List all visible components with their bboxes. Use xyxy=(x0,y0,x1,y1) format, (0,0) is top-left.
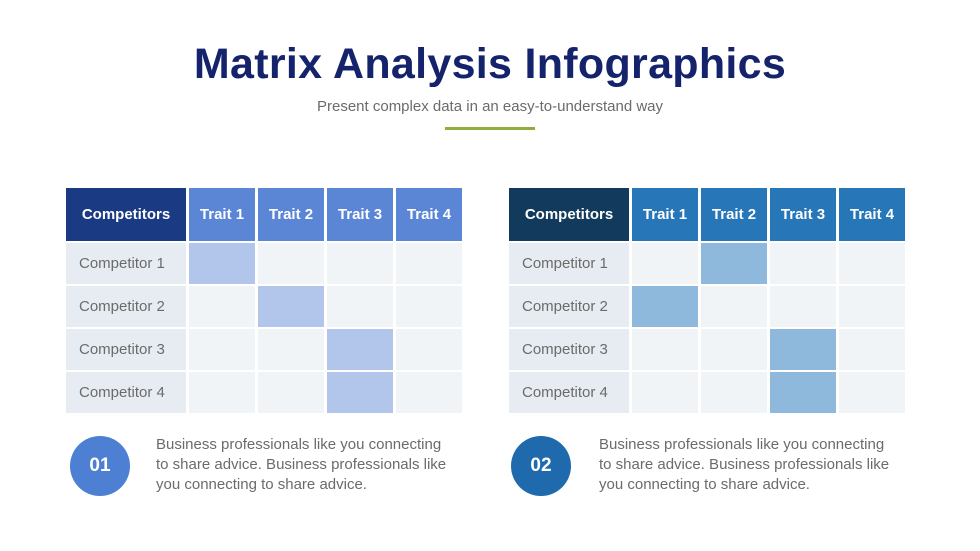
matrix-cell xyxy=(632,372,698,413)
matrix-cell xyxy=(189,286,255,327)
matrix-cell xyxy=(189,243,255,284)
matrix-cell xyxy=(258,372,324,413)
matrix-table-2: Competitors Trait 1 Trait 2 Trait 3 Trai… xyxy=(509,188,905,414)
matrix-header-trait: Trait 3 xyxy=(770,188,836,241)
matrix-cell xyxy=(258,243,324,284)
page-title: Matrix Analysis Infographics xyxy=(193,40,787,88)
matrix-cell xyxy=(770,243,836,284)
matrix-cell xyxy=(770,329,836,370)
matrix-header-trait: Trait 4 xyxy=(839,188,905,241)
matrix-cell xyxy=(701,286,767,327)
matrix-cell xyxy=(396,372,462,413)
matrix-cell xyxy=(701,243,767,284)
matrix-row-label: Competitor 4 xyxy=(509,372,629,413)
matrix-cell xyxy=(258,286,324,327)
matrix-cell xyxy=(770,286,836,327)
matrix-cell xyxy=(396,243,462,284)
matrix-table-1: Competitors Trait 1 Trait 2 Trait 3 Trai… xyxy=(66,188,462,414)
matrix-cell xyxy=(632,286,698,327)
description-text: Business professionals like you connecti… xyxy=(599,436,890,493)
description-text: Business professionals like you connecti… xyxy=(156,436,447,493)
step-badge-02: 02 xyxy=(511,436,571,496)
matrix-cell xyxy=(327,372,393,413)
matrix-header-trait: Trait 1 xyxy=(632,188,698,241)
matrix-header-competitors: Competitors xyxy=(66,188,186,241)
matrix-row-label: Competitor 2 xyxy=(509,286,629,327)
matrix-cell xyxy=(189,372,255,413)
page-subtitle: Present complex data in an easy-to-under… xyxy=(316,98,664,115)
matrix-header-trait: Trait 1 xyxy=(189,188,255,241)
matrix-header-competitors: Competitors xyxy=(509,188,629,241)
matrix-cell xyxy=(839,372,905,413)
matrix-cell xyxy=(839,286,905,327)
matrix-cell xyxy=(770,372,836,413)
matrix-cell xyxy=(396,286,462,327)
step-badge-01: 01 xyxy=(70,436,130,496)
matrix-cell xyxy=(396,329,462,370)
matrix-cell xyxy=(701,372,767,413)
matrix-header-trait: Trait 3 xyxy=(327,188,393,241)
matrix-cell xyxy=(839,243,905,284)
matrix-row-label: Competitor 1 xyxy=(509,243,629,284)
matrix-cell xyxy=(701,329,767,370)
matrix-row-label: Competitor 2 xyxy=(66,286,186,327)
accent-divider xyxy=(445,127,535,130)
matrix-cell xyxy=(327,286,393,327)
matrix-row-label: Competitor 3 xyxy=(509,329,629,370)
matrix-cell xyxy=(327,243,393,284)
matrix-header-trait: Trait 4 xyxy=(396,188,462,241)
matrix-row-label: Competitor 4 xyxy=(66,372,186,413)
matrix-cell xyxy=(327,329,393,370)
matrix-cell xyxy=(189,329,255,370)
matrix-cell xyxy=(632,329,698,370)
matrix-header-trait: Trait 2 xyxy=(258,188,324,241)
matrix-cell xyxy=(632,243,698,284)
matrix-cell xyxy=(258,329,324,370)
matrix-row-label: Competitor 1 xyxy=(66,243,186,284)
matrix-row-label: Competitor 3 xyxy=(66,329,186,370)
matrix-header-trait: Trait 2 xyxy=(701,188,767,241)
matrix-cell xyxy=(839,329,905,370)
